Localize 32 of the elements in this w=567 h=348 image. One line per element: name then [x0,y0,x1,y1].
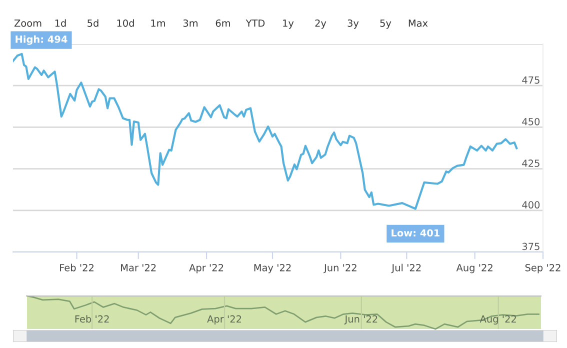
text: 1y [283,20,294,29]
x-tick-label: Apr '22 [189,264,224,274]
text: 3m [183,19,198,27]
text: 5y [380,20,392,29]
text: Zoom [14,20,42,27]
x-tick-label: Aug '22 [456,264,492,274]
text: 1d [55,19,66,27]
text: 1m [151,20,166,27]
x-tick-label: Jun '22 [344,315,378,324]
text: Max [408,20,428,27]
text: 3y [348,19,359,29]
x-tick-label: Feb '22 [75,315,109,323]
text: 6m [216,19,230,27]
y-tick-label: 375 [522,242,540,250]
y-tick-label: 450 [522,118,540,126]
x-tick-label: Feb '22 [60,264,94,272]
text: 10d [117,19,134,27]
x-tick-label: Jun '22 [324,264,356,274]
y-tick-label: 425 [522,160,540,167]
text: 2y [315,19,326,29]
text: 5d [88,19,98,27]
x-tick-label: Aug '22 [480,315,516,325]
text: YTD [246,20,265,27]
x-tick-label: Jul '22 [391,264,421,274]
x-tick-label: Mar '22 [121,264,156,272]
x-tick-label: May '22 [254,264,291,274]
annotation: Low: 401 [392,229,440,237]
y-tick-label: 400 [522,201,540,209]
y-tick-label: 475 [522,76,540,84]
annotation: High: 494 [16,35,68,45]
x-tick-label: Apr '22 [207,315,242,325]
x-tick-label: Sep '22 [525,264,560,274]
